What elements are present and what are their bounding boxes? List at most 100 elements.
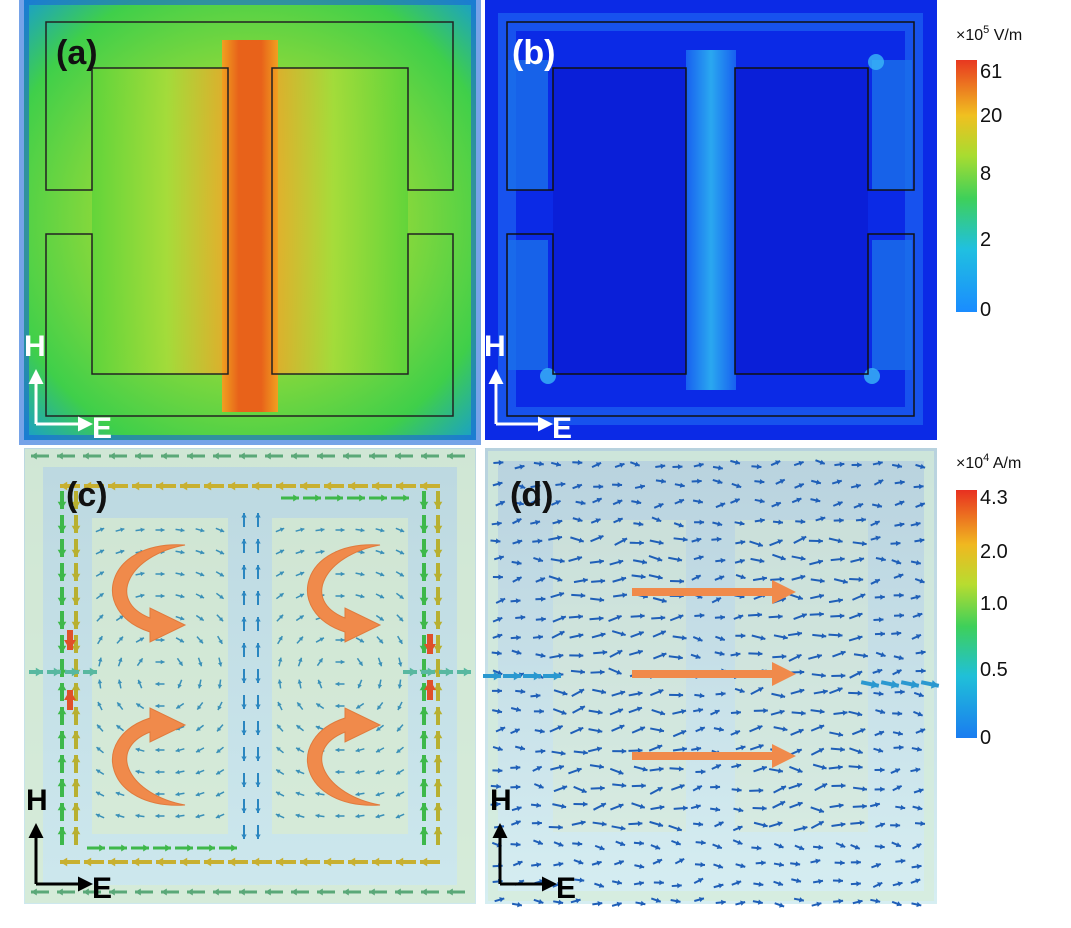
panel-d-arrow-head (516, 635, 521, 641)
panel-c-arrow-head (265, 888, 271, 896)
panel-d-arrow-head (700, 861, 705, 868)
panel-d-arrow-head (716, 536, 722, 542)
panel-d-arrow-head (637, 691, 643, 697)
panel-d-arrow-head (497, 481, 503, 487)
panel-d-arrow-head (799, 669, 805, 675)
panel-d-arrow-head (896, 669, 902, 675)
panel-c-arrow-head (198, 639, 204, 644)
panel-d-arrow-head (580, 820, 586, 826)
panel-d-arrow-head (660, 630, 666, 636)
panel-c-arrow-head (433, 525, 443, 533)
panel-c-arrow-head (395, 814, 401, 819)
panel-c-arrow-head (195, 814, 200, 819)
panel-c-arrow-head (213, 888, 219, 896)
panel-d-arrow-head (739, 558, 745, 564)
panel-d-arrow-head (780, 555, 786, 561)
panel-c-arrow-head (218, 639, 223, 644)
panel-d-arrow-head (837, 501, 843, 507)
panel-d-arrow-head (780, 693, 786, 699)
panel-d-arrow-head (699, 692, 705, 699)
panel-c-e-label: E (92, 872, 112, 905)
panel-c-arrow-head (155, 703, 160, 709)
panel-c-arrow-head (241, 643, 247, 648)
panel-d-arrow-head (859, 820, 865, 826)
panel-d-arrow-head (659, 804, 665, 811)
panel-c-arrow-head (241, 539, 247, 544)
panel-d-arrow-head (779, 801, 786, 806)
panel-d-arrow-head (498, 555, 504, 561)
panel-c-arrow-head (379, 616, 384, 621)
panel-d-arrow-head (637, 820, 643, 827)
panel-d-arrow-head (517, 860, 523, 866)
panel-c-arrow-head (155, 791, 160, 797)
panel-c-arrow-head (348, 857, 356, 867)
panel-c-arrow-head (195, 770, 201, 775)
panel-d-arrow-head (640, 900, 646, 907)
panel-d-arrow-head (697, 878, 704, 883)
panel-d-arrow-head (920, 649, 926, 656)
panel-c-arrow-head (255, 591, 261, 596)
panel-c-arrow-head (433, 621, 443, 629)
panel-d-arrow-head (920, 820, 926, 827)
panel-d-arrow-head (697, 593, 703, 599)
panel-d-arrow-head (540, 652, 546, 659)
panel-b-hotspot-2 (864, 368, 880, 384)
colorbar-efield-title: ×105 V/m (956, 24, 1022, 44)
panel-c-arrow-head (433, 755, 443, 763)
panel-d-current-arrows (483, 459, 940, 908)
panel-d-arrow-head (778, 861, 784, 868)
panel-d-arrow-head (782, 726, 788, 732)
panel-c-arrow-head (97, 724, 102, 729)
panel-d-arrow-head (818, 878, 824, 885)
panel-d-straight-arrow-2 (632, 662, 796, 686)
panel-c-arrow-head (241, 808, 247, 813)
panel-d-arrow-head (560, 481, 566, 488)
panel-d-arrow-head (520, 483, 526, 489)
panel-d-arrow-head (598, 483, 604, 490)
panel-c-arrow-head (57, 645, 67, 653)
panel-c-arrow-head (340, 593, 345, 599)
panel-d-arrow-head (899, 479, 905, 486)
panel-c-arrow-head (64, 640, 76, 650)
panel-d-arrow-head (698, 462, 704, 468)
panel-c-arrow-head (420, 857, 428, 867)
panel-d-arrow-head (839, 556, 845, 562)
panel-c-arrow-head (178, 661, 183, 666)
panel-c-arrow-head (419, 731, 429, 739)
panel-d-arrow-head (800, 555, 806, 561)
panel-c-arrow-head (300, 857, 308, 867)
panel-d-arrow-head (520, 688, 526, 695)
panel-c-arrow-head (396, 770, 401, 775)
panel-c-arrow-head (57, 549, 67, 557)
panel-d-arrow-head (637, 649, 643, 655)
panel-d-arrow-head (880, 594, 885, 600)
panel-c-arrow-head (295, 791, 301, 796)
panel-c-arrow-head (57, 707, 67, 715)
panel-d-arrow-head (536, 862, 542, 868)
panel-d-arrow-head (718, 465, 723, 471)
panel-d-arrow-head (797, 767, 803, 773)
panel-c-arrow-head (241, 756, 247, 761)
panel-d-arrow-head (560, 750, 566, 756)
panel-d-arrow-head (700, 769, 706, 775)
panel-c-arrow-head (316, 703, 321, 708)
panel-c-arrow-head (255, 565, 261, 570)
panel-d-arrow-head (917, 805, 923, 811)
panel-d-arrow-head (698, 821, 704, 827)
panel-c-arrow-head (187, 888, 193, 896)
panel-d-arrow-head (915, 521, 921, 527)
panel-d-arrow-head (899, 500, 905, 506)
panel-d-arrow-head (695, 804, 701, 810)
panel-d-arrow-head (638, 631, 644, 637)
panel-d-arrow-head (493, 671, 501, 681)
panel-d-arrow-head (576, 483, 582, 489)
panel-d-arrow-head (515, 841, 521, 848)
panel-d-arrow-head (874, 520, 880, 526)
panel-d-arrow-head (798, 897, 804, 903)
panel-d-arrow-head (855, 483, 861, 489)
panel-c-arrow-head (57, 525, 67, 533)
panel-d-arrow-head (514, 728, 520, 734)
panel-d-arrow-head (857, 711, 863, 717)
colorbar-current-title: ×104 A/m (956, 452, 1021, 472)
panel-c-arrow-head (255, 643, 261, 648)
